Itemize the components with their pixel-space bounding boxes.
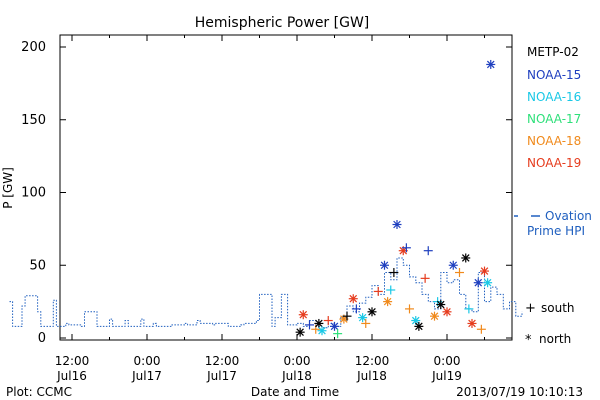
x-tick-date: Jul17 (131, 369, 162, 383)
legend-ovation-label-2: Prime HPI (527, 224, 585, 238)
plot-timestamp: 2013/07/19 10:10:13 (456, 385, 583, 399)
data-point (305, 320, 314, 330)
legend-noaa16: NOAA-16 (527, 90, 581, 104)
legend-south-glyph: + (525, 301, 536, 316)
x-tick-date: Jul17 (206, 369, 237, 383)
y-axis-label: P [GW] (1, 167, 15, 209)
data-point (442, 307, 452, 317)
y-tick-label: 100 (21, 186, 46, 201)
data-point (295, 327, 305, 337)
data-point (373, 286, 383, 296)
data-point (464, 304, 474, 314)
x-axis-label: Date and Time (251, 385, 339, 399)
data-point (483, 278, 493, 288)
data-point (476, 324, 486, 334)
data-point (392, 220, 402, 230)
legend-metp02: METP-02 (527, 45, 579, 59)
y-tick-label: 50 (29, 258, 46, 273)
data-point (486, 59, 496, 69)
x-tick-time: 12:00 (205, 354, 240, 368)
data-point (480, 266, 489, 276)
x-axis-ticks: 12:00Jul160:00Jul1712:00Jul170:00Jul1812… (55, 35, 485, 383)
legend-ovation-label: Ovation (545, 209, 592, 223)
data-point (436, 300, 446, 310)
data-point (420, 273, 430, 283)
data-point (348, 294, 358, 304)
legend-noaa17: NOAA-17 (527, 112, 581, 126)
legend-noaa18: NOAA-18 (527, 134, 581, 148)
x-tick-time: 0:00 (134, 354, 161, 368)
x-tick-time: 12:00 (55, 354, 90, 368)
data-points (295, 59, 496, 339)
data-point (386, 285, 396, 295)
legend-north-label: north (539, 332, 571, 346)
x-tick-time: 12:00 (355, 354, 390, 368)
x-tick-date: Jul19 (431, 369, 462, 383)
data-point (405, 304, 414, 314)
data-point (380, 260, 389, 270)
legend-noaa15: NOAA-15 (527, 68, 581, 82)
legend-noaa19: NOAA-19 (527, 156, 581, 170)
data-point (330, 321, 339, 331)
ovation-hpi-line (9, 257, 523, 329)
legend: METP-02 NOAA-15 NOAA-16 NOAA-17 NOAA-18 … (514, 45, 592, 348)
data-point (383, 297, 393, 307)
data-point (473, 278, 483, 288)
y-tick-label: 200 (21, 40, 46, 55)
data-point (367, 307, 377, 317)
data-point (298, 310, 308, 320)
data-point (467, 318, 477, 328)
x-tick-date: Jul16 (56, 369, 87, 383)
plot-area (59, 34, 513, 341)
data-point (333, 329, 343, 339)
data-point (314, 318, 324, 328)
data-point (455, 268, 464, 278)
data-point (358, 313, 368, 323)
y-tick-label: 150 (21, 113, 46, 128)
data-point (423, 246, 433, 256)
legend-south-label: south (541, 301, 575, 315)
data-point (461, 253, 471, 263)
data-point (414, 321, 424, 331)
legend-north-glyph: * (525, 333, 532, 348)
x-tick-date: Jul18 (281, 369, 312, 383)
plot-source: Plot: CCMC (6, 385, 72, 399)
chart-title: Hemispheric Power [GW] (195, 15, 370, 31)
data-point (317, 326, 327, 336)
x-tick-time: 0:00 (284, 354, 311, 368)
data-point (401, 243, 411, 253)
data-point (389, 268, 399, 278)
data-point (323, 316, 333, 326)
data-point (342, 311, 352, 321)
y-axis-ticks: 0 50 100 150 200 (21, 40, 512, 346)
data-point (351, 304, 361, 314)
data-point (361, 318, 371, 328)
data-point (430, 311, 439, 321)
x-tick-date: Jul18 (356, 369, 387, 383)
x-tick-time: 0:00 (434, 354, 461, 368)
y-tick-label: 0 (38, 331, 46, 346)
data-point (448, 260, 458, 270)
